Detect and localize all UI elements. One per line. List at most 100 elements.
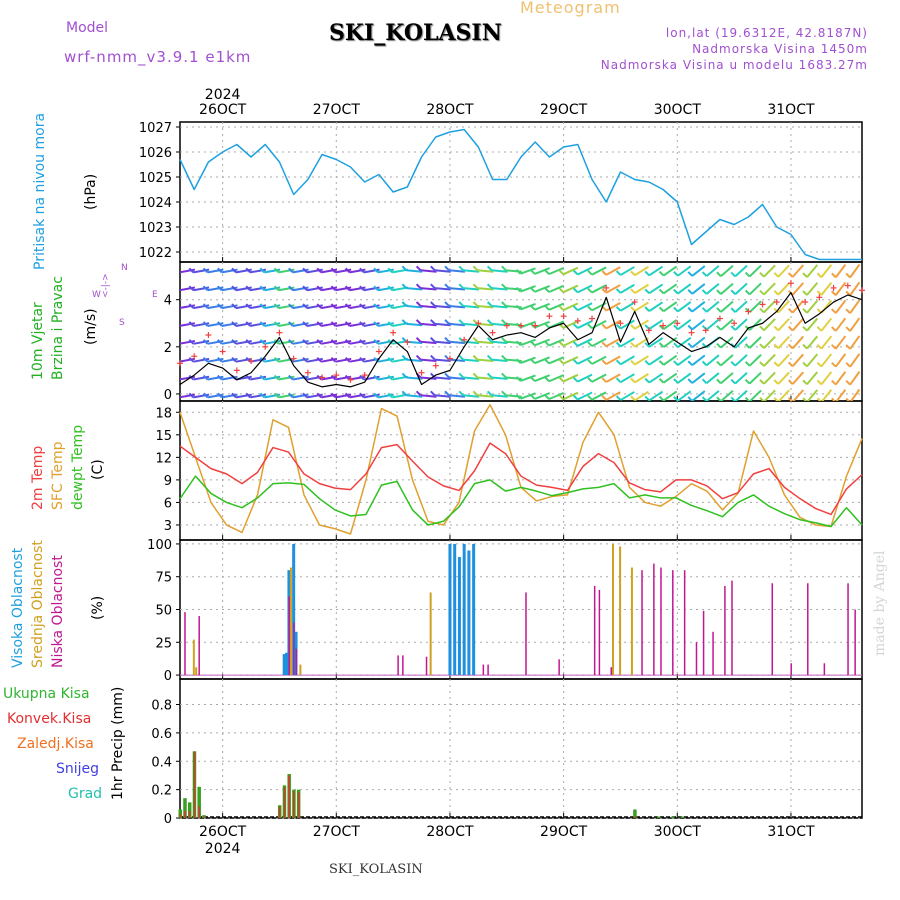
precip-legend-conv: Konvek.Kisa: [7, 711, 92, 727]
wind-barb: [249, 304, 267, 310]
wind-barb: [406, 376, 423, 380]
wind-barb: [377, 286, 394, 292]
wind-barb-flag: [245, 356, 251, 363]
x-tick-label-bottom: 31OCT: [767, 824, 815, 840]
wind-barb-flag: [415, 265, 422, 272]
wind-barb-flag: [759, 325, 765, 331]
wind-barb-flag: [202, 374, 209, 381]
wind-barb: [491, 305, 508, 309]
wind-barb-flag: [572, 394, 579, 401]
wind-barb-flag: [601, 288, 607, 294]
wind-barb: [662, 319, 678, 330]
wind-barb-flag: [501, 265, 507, 272]
wind-barb-flag: [302, 321, 308, 327]
x-tick-label-top: 28OCT: [426, 102, 474, 118]
wind-barb: [605, 284, 621, 294]
wind-barb: [849, 281, 861, 296]
wind-barb-flag: [687, 306, 693, 313]
cloud-low-bar: [854, 609, 856, 676]
precip-convective-bar: [188, 810, 191, 818]
wind-barb: [562, 356, 579, 365]
wind-barb-flag: [572, 359, 579, 365]
wind-barb-flag: [202, 356, 209, 363]
cloud-low-bar: [610, 667, 612, 676]
wind-barb-flag: [202, 321, 209, 327]
wind-barb: [634, 319, 649, 330]
wind-barb: [620, 301, 635, 312]
panel-frame: [179, 539, 863, 680]
wind-barb-flag: [787, 379, 794, 385]
wind-barb-flag: [558, 287, 565, 293]
wind-barb-flag: [730, 307, 736, 313]
wind-barb: [420, 287, 437, 291]
wind-barb-flag: [515, 269, 522, 275]
cloud-unit-label: (%): [90, 595, 106, 620]
wind-barb: [562, 266, 579, 276]
wind-barb-flag: [644, 342, 650, 348]
wind-barb: [180, 375, 196, 381]
wind-barb-flag: [630, 270, 636, 276]
wind-barb-flag: [501, 372, 507, 379]
wind-barb: [392, 375, 409, 381]
precip-total-bar: [680, 816, 685, 818]
wind-barb-flag: [330, 303, 337, 309]
wind-barb: [193, 304, 210, 310]
wind-barb: [791, 371, 805, 385]
wind-barb-flag: [430, 319, 436, 325]
precip-legend-total: Ukupna Kisa: [3, 686, 90, 702]
wind-barb: [434, 358, 451, 362]
wind-barb-flag: [587, 359, 593, 365]
cloud-mid-bar: [429, 592, 432, 676]
wind-barb-flag: [787, 290, 794, 296]
wind-barb-flag: [330, 392, 337, 399]
wind-barb-flag: [658, 378, 665, 384]
wind-barb: [577, 355, 593, 365]
wind-barb: [448, 376, 466, 380]
cloud-mid-bar: [299, 664, 302, 676]
wind-barb-flag: [630, 288, 636, 294]
precip-total-bar: [197, 786, 201, 818]
x-tick-label-top: 30OCT: [654, 102, 702, 118]
wind-barb-flag: [530, 376, 536, 382]
wind-barb-flag: [644, 288, 650, 294]
wind-barb-flag: [630, 395, 636, 401]
wind-barb-flag: [472, 301, 479, 307]
wind-barb-flag: [175, 393, 179, 397]
wind-barb: [235, 322, 252, 327]
wind-barb: [392, 340, 409, 345]
wind-barb-flag: [302, 303, 308, 309]
wind-barb-flag: [486, 390, 493, 397]
wind-barb-flag: [175, 358, 179, 362]
precip-convective-bar: [297, 792, 300, 818]
y-tick-label: 0.2: [151, 784, 172, 799]
cloud-low-bar: [724, 585, 726, 676]
wind-barb-flag: [615, 323, 622, 330]
wind-barb: [577, 320, 593, 329]
wind-barb-flag: [687, 289, 693, 295]
wind-barb-flag: [787, 343, 794, 350]
wind-barb-flag: [658, 288, 665, 295]
cloud-mid-bar: [285, 655, 288, 676]
x-tick-label-bottom: 27OCT: [313, 824, 361, 840]
wind-barb: [306, 393, 323, 399]
wind-barb: [463, 394, 480, 398]
wind-barb-flag: [245, 303, 251, 309]
wind-barb: [363, 340, 380, 345]
y-tick-label: 9: [164, 474, 172, 489]
wind-barb: [221, 393, 238, 399]
cloud-low-bar: [847, 583, 849, 676]
wind-barb-flag: [430, 283, 436, 289]
wind-barb: [534, 392, 551, 400]
wind-barb: [321, 322, 338, 327]
wind-barb: [705, 336, 720, 349]
y-tick-label: 3: [164, 519, 172, 534]
x-tick-label-bottom: 28OCT: [426, 824, 474, 840]
wind-barb-flag: [845, 379, 851, 386]
wind-barb: [777, 318, 790, 332]
wind-barb: [763, 318, 776, 331]
wind-barb: [207, 375, 224, 381]
wind-barb-flag: [401, 301, 408, 307]
wind-barb-flag: [330, 339, 337, 345]
temp-side-label-sfc: SFC Temp: [50, 441, 66, 510]
wind-barb: [335, 375, 352, 381]
